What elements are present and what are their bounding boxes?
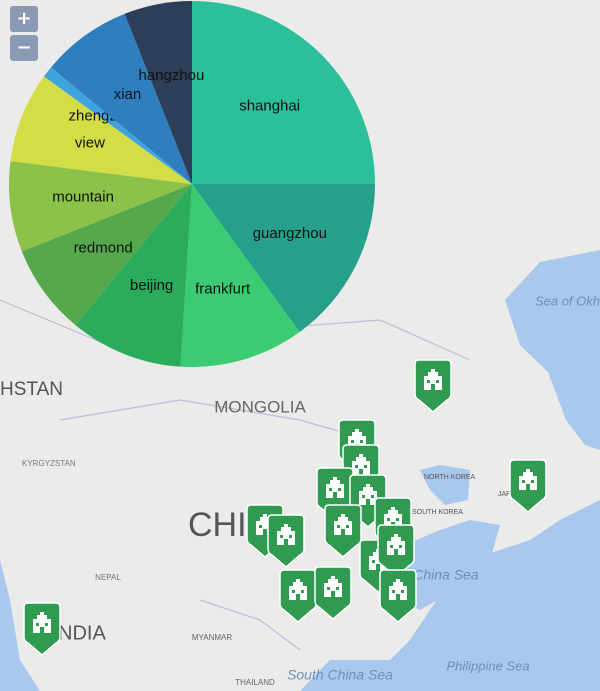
marker-pin: [324, 504, 362, 558]
pie-slice: [10, 76, 193, 184]
marker[interactable]: [314, 566, 352, 620]
marker-pin: [414, 359, 452, 413]
sea: [300, 500, 600, 691]
marker[interactable]: [267, 514, 305, 568]
marker-icon: [359, 484, 377, 505]
sea: [400, 520, 500, 610]
slice-label: beijing: [130, 277, 173, 294]
marker-icon: [352, 454, 370, 475]
markers: [23, 359, 547, 656]
map-label: NEPAL: [95, 573, 121, 582]
pie-slice: [21, 184, 192, 326]
marker-icon: [384, 507, 402, 528]
map-label: South China Sea: [287, 667, 393, 683]
zoom-in[interactable]: +: [10, 6, 38, 32]
slice-label: guangzhou: [253, 225, 327, 242]
marker[interactable]: [324, 504, 362, 558]
marker-icon: [519, 469, 537, 490]
map-label: KYRGYZSTAN: [22, 459, 76, 468]
map-label: SOUTH KOREA: [412, 509, 463, 516]
marker-pin: [509, 459, 547, 513]
map-label: CHI: [188, 506, 247, 544]
pie-slice: [75, 184, 192, 367]
marker-icon: [33, 612, 51, 633]
map-label: MYANMAR: [192, 633, 233, 642]
marker-icon: [424, 369, 442, 390]
map-label: THAILAND: [235, 678, 275, 687]
slice-label: mountain: [52, 189, 114, 206]
marker-icon: [387, 534, 405, 555]
sea: [505, 250, 600, 450]
slice-label: hangzhou: [138, 67, 204, 84]
sea: [0, 560, 40, 691]
map-label: JAPAN: [498, 491, 520, 498]
pie-slice: [9, 161, 193, 252]
marker-pin: [267, 514, 305, 568]
marker-icon: [277, 524, 295, 545]
sea: [420, 465, 470, 505]
marker[interactable]: [23, 602, 61, 656]
marker-icon: [324, 576, 342, 597]
map-label: Sea of Okh: [535, 293, 600, 308]
marker-icon: [389, 579, 407, 600]
marker-icon: [289, 579, 307, 600]
pie-slice: [124, 1, 192, 184]
marker[interactable]: [414, 359, 452, 413]
marker-icon: [334, 514, 352, 535]
map-label: HSTAN: [0, 379, 63, 400]
marker[interactable]: [377, 524, 415, 578]
slice-label: shanghai: [239, 97, 300, 114]
slice-label: view: [75, 135, 105, 152]
map-label: NDIA: [58, 622, 106, 644]
map-label: MONGOLIA: [214, 397, 306, 416]
marker-pin: [379, 569, 417, 623]
pie-slice: [43, 67, 192, 184]
slice-label: xian: [114, 86, 142, 103]
marker-pin: [23, 602, 61, 656]
marker[interactable]: [379, 569, 417, 623]
marker[interactable]: [509, 459, 547, 513]
pie-slice: [192, 184, 375, 333]
map-label: Philippine Sea: [446, 658, 529, 673]
map-label: NORTH KOREA: [424, 474, 476, 481]
marker-pin: [314, 566, 352, 620]
slice-label: redmond: [74, 240, 133, 257]
zoom-out[interactable]: −: [10, 35, 38, 61]
map-labels: Sea of Okh HSTAN MONGOLIA KYRGYZSTAN NORTH K…: [0, 293, 600, 687]
marker-icon: [326, 477, 344, 498]
slice-label: frankfurt: [195, 280, 251, 297]
pie-slice: [50, 13, 192, 184]
pie-chart: shanghai guangzhou frankfurt beijing redmond…: [9, 1, 375, 367]
pie-slice: [192, 1, 375, 184]
pie-slice: [180, 184, 300, 367]
